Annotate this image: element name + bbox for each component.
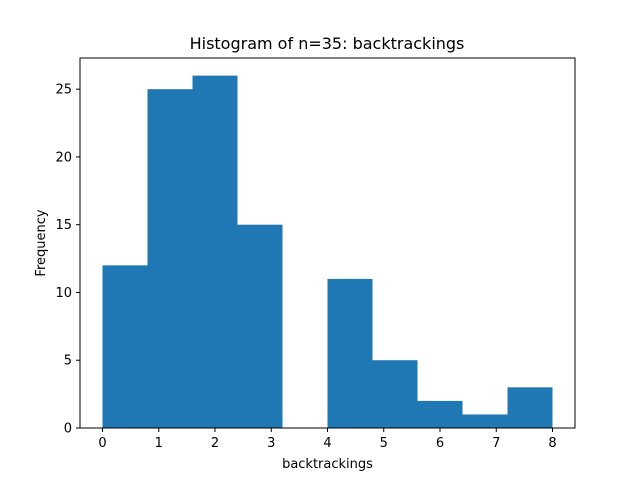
y-tick-label: 15 bbox=[55, 218, 72, 233]
histogram-bar bbox=[507, 387, 553, 428]
y-axis-label: Frequency bbox=[34, 209, 49, 276]
bars-group bbox=[102, 75, 553, 429]
y-tick-label: 5 bbox=[64, 354, 72, 369]
x-tick-label: 0 bbox=[98, 436, 106, 451]
x-tick-label: 2 bbox=[211, 436, 219, 451]
x-axis-label: backtrackings bbox=[282, 457, 373, 472]
chart-title: Histogram of n=35: backtrackings bbox=[190, 34, 465, 53]
x-tick-label: 8 bbox=[548, 436, 556, 451]
histogram-bar bbox=[327, 278, 373, 428]
histogram-bar bbox=[102, 265, 148, 428]
x-tick-label: 4 bbox=[323, 436, 331, 451]
plot-frame bbox=[79, 57, 576, 429]
histogram-bar bbox=[417, 400, 463, 428]
x-tick-label: 7 bbox=[492, 436, 500, 451]
histogram-bar bbox=[147, 89, 193, 429]
x-tick-label: 1 bbox=[155, 436, 163, 451]
histogram-bar bbox=[372, 360, 418, 428]
x-ticks: 0 1 2 3 4 5 6 7 8 bbox=[98, 428, 557, 451]
x-tick-label: 3 bbox=[267, 436, 275, 451]
x-tick-label: 5 bbox=[380, 436, 388, 451]
y-tick-label: 10 bbox=[55, 286, 72, 301]
histogram-bar bbox=[462, 414, 508, 428]
y-tick-label: 0 bbox=[64, 422, 72, 437]
y-tick-label: 25 bbox=[55, 83, 72, 98]
histogram-bar bbox=[237, 224, 283, 428]
x-tick-label: 6 bbox=[436, 436, 444, 451]
histogram-bar bbox=[192, 75, 238, 428]
y-ticks: 0 5 10 15 20 25 bbox=[55, 83, 80, 437]
y-tick-label: 20 bbox=[55, 150, 72, 165]
